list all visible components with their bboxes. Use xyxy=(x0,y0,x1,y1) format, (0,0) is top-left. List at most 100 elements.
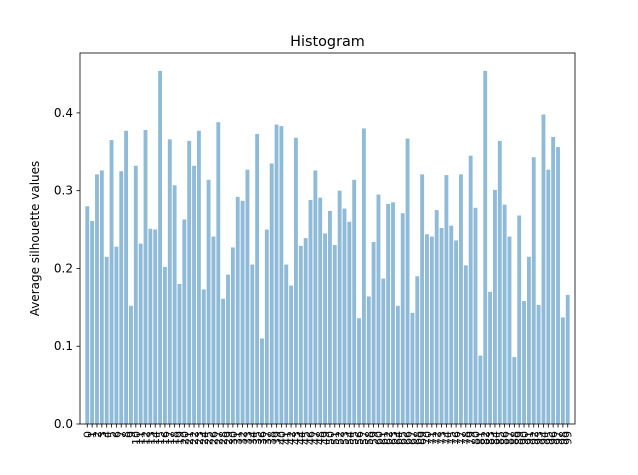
bar-48 xyxy=(318,197,323,424)
bar-17 xyxy=(167,139,172,424)
bar-49 xyxy=(323,233,328,424)
bar-70 xyxy=(425,234,429,424)
bar-37 xyxy=(264,229,269,424)
x-tick-label: 16 xyxy=(159,431,172,445)
bar-20 xyxy=(182,219,187,424)
bar-9 xyxy=(129,305,133,424)
bar-26 xyxy=(211,236,216,424)
y-axis: 0.0 0.1 0.2 0.3 0.4 xyxy=(54,106,80,431)
bar-80 xyxy=(473,207,478,424)
x-tick-label: 73 xyxy=(436,431,449,445)
bar-83 xyxy=(488,291,493,424)
x-tick-label: 47 xyxy=(309,431,322,445)
bar-92 xyxy=(531,157,536,424)
x-tick-label: 66 xyxy=(402,431,415,445)
bar-29 xyxy=(226,274,230,424)
bar-89 xyxy=(517,215,522,424)
chart-title: Histogram xyxy=(290,34,365,50)
x-tick-label: 79 xyxy=(465,431,478,445)
bar-35 xyxy=(255,133,260,424)
x-tick-label: 10 xyxy=(130,431,143,445)
bar-87 xyxy=(507,236,512,424)
x-tick-label: 38 xyxy=(266,431,279,445)
x-tick-label: 92 xyxy=(528,431,541,445)
x-tick-label: 19 xyxy=(173,431,186,445)
bar-0 xyxy=(85,206,90,424)
x-tick-label: 43 xyxy=(290,431,303,445)
x-tick-label: 57 xyxy=(358,431,371,445)
x-tick-label: 82 xyxy=(479,431,492,445)
bar-79 xyxy=(468,155,473,425)
x-tick-label: 32 xyxy=(237,431,250,445)
bar-71 xyxy=(429,236,434,424)
x-tick-label: 75 xyxy=(445,431,458,445)
x-tick-label: 50 xyxy=(324,431,337,445)
x-tick-label: 88 xyxy=(508,431,521,445)
x-tick-label: 58 xyxy=(363,431,376,445)
x-tick-label: 34 xyxy=(246,431,259,445)
bar-58 xyxy=(366,296,371,424)
bar-39 xyxy=(274,124,279,424)
x-tick-label: 28 xyxy=(217,431,230,445)
x-tick-label: 65 xyxy=(397,431,410,445)
bar-3 xyxy=(99,170,104,424)
x-tick-label: 29 xyxy=(222,431,235,445)
x-tick-label: 91 xyxy=(523,431,536,445)
bar-88 xyxy=(512,357,517,424)
bar-31 xyxy=(235,196,240,424)
x-tick-label: 30 xyxy=(227,431,240,445)
bar-41 xyxy=(284,264,289,424)
x-tick-label: 49 xyxy=(319,431,332,445)
x-tick-label: 5 xyxy=(106,431,119,438)
x-tick-label: 78 xyxy=(460,431,473,445)
x-tick-label: 39 xyxy=(271,431,284,445)
bar-59 xyxy=(371,242,376,424)
y-tick-label: 0.3 xyxy=(54,184,73,198)
x-tick-label: 86 xyxy=(499,431,512,445)
bar-57 xyxy=(361,128,366,424)
x-tick-label: 62 xyxy=(382,431,395,445)
x-tick-label: 61 xyxy=(377,431,390,445)
bar-68 xyxy=(415,276,420,424)
x-tick-label: 98 xyxy=(557,431,570,445)
bar-67 xyxy=(410,312,415,424)
x-axis: 0123456789101112131415161718192021222324… xyxy=(81,424,575,445)
bar-64 xyxy=(395,305,400,424)
bar-42 xyxy=(289,285,294,424)
bar-66 xyxy=(405,138,410,424)
x-tick-label: 51 xyxy=(329,431,342,445)
bar-44 xyxy=(298,245,303,424)
x-tick-label: 14 xyxy=(149,431,162,445)
bar-34 xyxy=(250,264,255,424)
bar-53 xyxy=(342,208,347,424)
bar-33 xyxy=(245,169,250,424)
bar-61 xyxy=(381,278,386,424)
bar-60 xyxy=(376,194,381,424)
x-tick-label: 93 xyxy=(533,431,546,445)
bar-43 xyxy=(294,137,298,424)
bar-96 xyxy=(551,137,556,424)
bar-62 xyxy=(386,203,391,424)
bar-24 xyxy=(201,289,206,424)
x-tick-label: 63 xyxy=(387,431,400,445)
bar-75 xyxy=(449,225,454,424)
bar-16 xyxy=(162,266,167,424)
bar-63 xyxy=(391,202,395,424)
x-tick-label: 22 xyxy=(188,431,201,445)
x-tick-label: 52 xyxy=(334,431,347,445)
x-tick-label: 56 xyxy=(353,431,366,445)
bar-23 xyxy=(196,130,201,424)
x-tick-label: 2 xyxy=(91,431,104,438)
x-tick-label: 89 xyxy=(513,431,526,445)
bar-18 xyxy=(172,185,177,424)
x-tick-label: 17 xyxy=(164,431,177,445)
x-tick-label: 71 xyxy=(426,431,439,445)
y-tick-label: 0.4 xyxy=(54,106,73,120)
x-tick-label: 25 xyxy=(203,431,216,445)
bar-32 xyxy=(240,200,245,424)
bar-78 xyxy=(463,265,468,424)
bar-4 xyxy=(104,256,109,424)
bar-86 xyxy=(502,204,507,424)
x-tick-label: 15 xyxy=(154,431,167,445)
